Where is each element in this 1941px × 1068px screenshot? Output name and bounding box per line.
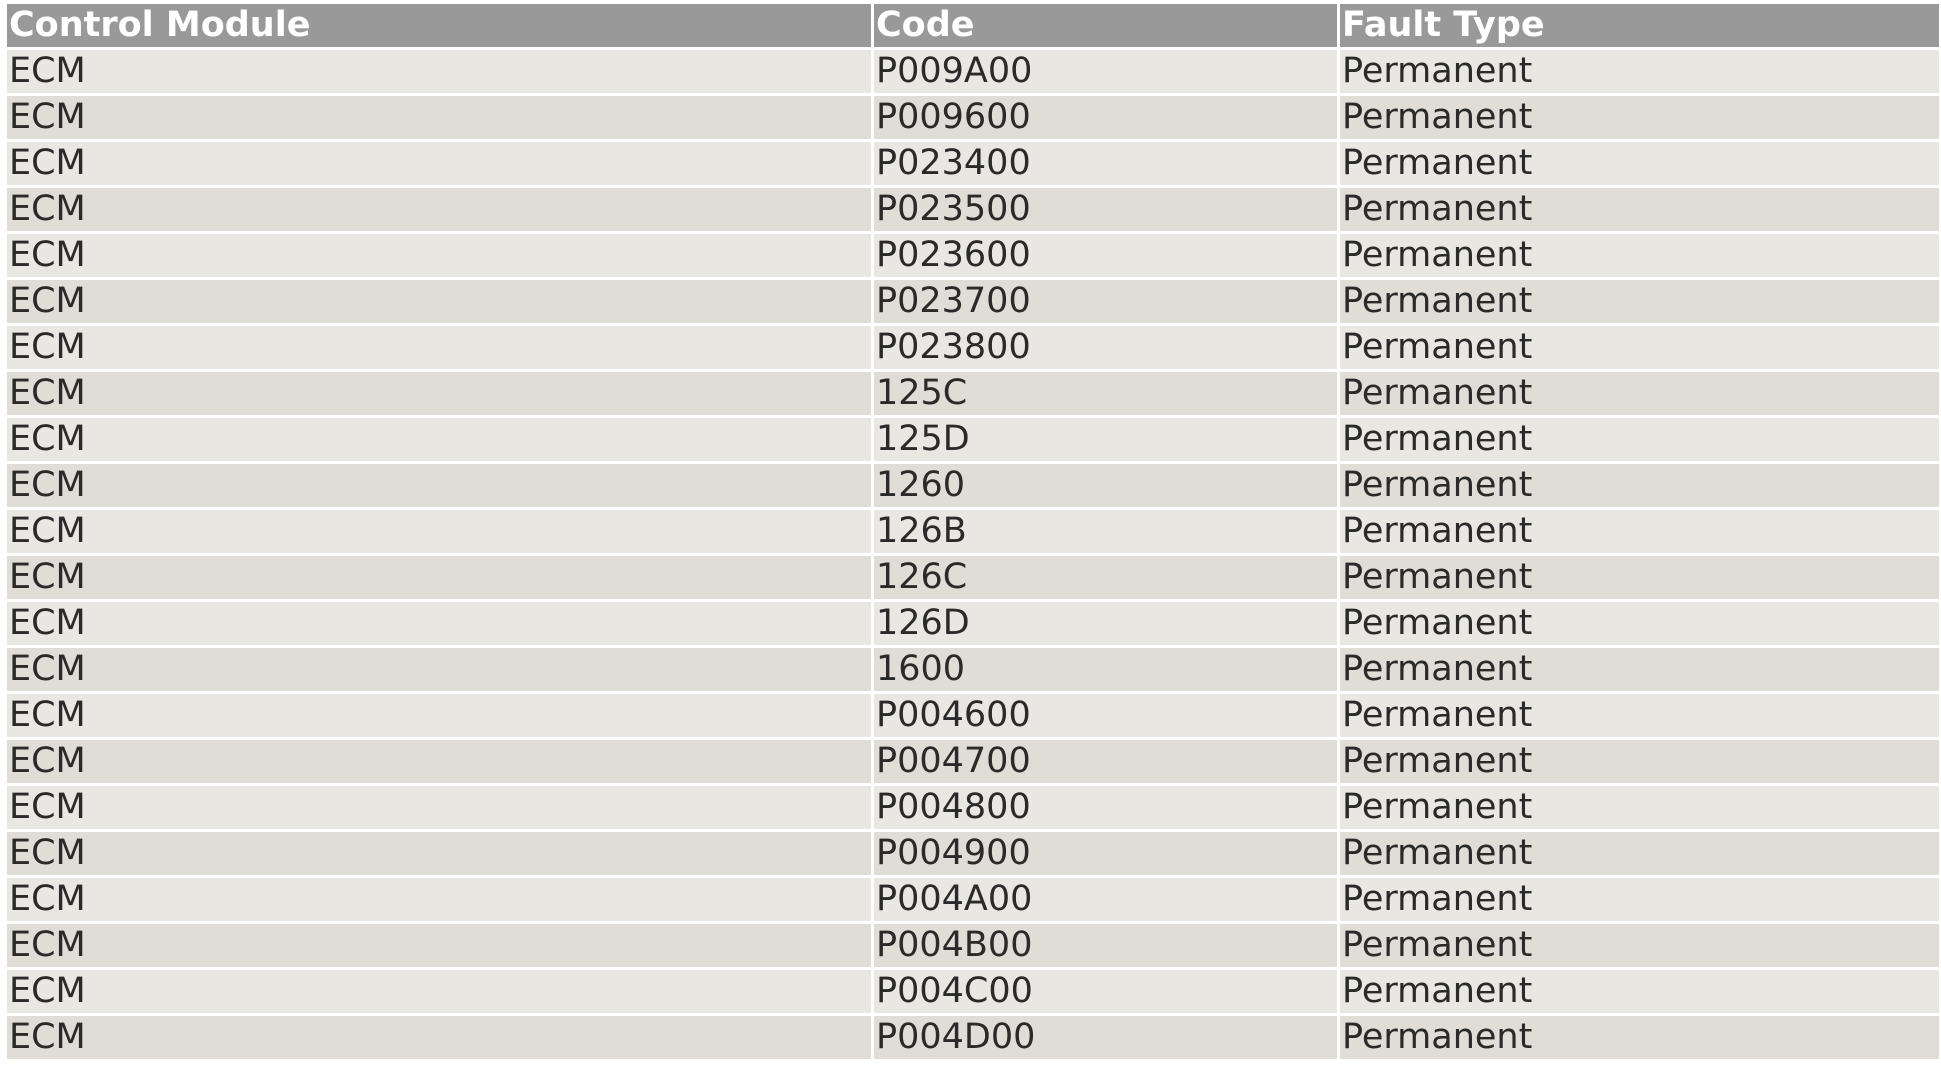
cell-code: P004800: [874, 786, 1337, 829]
cell-code: 126C: [874, 556, 1337, 599]
cell-fault-type: Permanent: [1340, 326, 1939, 369]
table-row: ECM P009A00 Permanent: [7, 50, 1939, 93]
cell-code: P004C00: [874, 970, 1337, 1013]
cell-fault-type: Permanent: [1340, 96, 1939, 139]
table-row: ECM P004600 Permanent: [7, 694, 1939, 737]
table-row: ECM P023600 Permanent: [7, 234, 1939, 277]
cell-code: P004D00: [874, 1016, 1337, 1059]
table-row: ECM P004C00 Permanent: [7, 970, 1939, 1013]
cell-control-module: ECM: [7, 280, 871, 323]
cell-control-module: ECM: [7, 832, 871, 875]
cell-code: P004600: [874, 694, 1337, 737]
cell-code: P023800: [874, 326, 1337, 369]
cell-control-module: ECM: [7, 234, 871, 277]
cell-fault-type: Permanent: [1340, 142, 1939, 185]
table-header-row: Control Module Code Fault Type: [7, 4, 1939, 47]
cell-control-module: ECM: [7, 970, 871, 1013]
cell-code: 1600: [874, 648, 1337, 691]
fault-code-table: Control Module Code Fault Type ECM P009A0…: [4, 1, 1941, 1062]
table-row: ECM 126B Permanent: [7, 510, 1939, 553]
cell-code: P004A00: [874, 878, 1337, 921]
cell-code: P023500: [874, 188, 1337, 231]
table-row: ECM 1600 Permanent: [7, 648, 1939, 691]
cell-control-module: ECM: [7, 418, 871, 461]
cell-fault-type: Permanent: [1340, 878, 1939, 921]
cell-control-module: ECM: [7, 740, 871, 783]
cell-fault-type: Permanent: [1340, 418, 1939, 461]
cell-code: P023600: [874, 234, 1337, 277]
cell-control-module: ECM: [7, 1016, 871, 1059]
table-row: ECM 125C Permanent: [7, 372, 1939, 415]
cell-code: P009A00: [874, 50, 1337, 93]
cell-control-module: ECM: [7, 50, 871, 93]
cell-code: 125C: [874, 372, 1337, 415]
cell-fault-type: Permanent: [1340, 602, 1939, 645]
cell-fault-type: Permanent: [1340, 832, 1939, 875]
table-row: ECM P023400 Permanent: [7, 142, 1939, 185]
cell-control-module: ECM: [7, 878, 871, 921]
cell-fault-type: Permanent: [1340, 556, 1939, 599]
cell-control-module: ECM: [7, 510, 871, 553]
table-row: ECM 126C Permanent: [7, 556, 1939, 599]
cell-fault-type: Permanent: [1340, 510, 1939, 553]
cell-control-module: ECM: [7, 924, 871, 967]
cell-code: P023700: [874, 280, 1337, 323]
cell-code: 1260: [874, 464, 1337, 507]
cell-code: P009600: [874, 96, 1337, 139]
table-row: ECM P023500 Permanent: [7, 188, 1939, 231]
cell-code: 126D: [874, 602, 1337, 645]
table-row: ECM P004D00 Permanent: [7, 1016, 1939, 1059]
header-fault-type: Fault Type: [1340, 4, 1939, 47]
cell-fault-type: Permanent: [1340, 786, 1939, 829]
table-row: ECM P004700 Permanent: [7, 740, 1939, 783]
cell-control-module: ECM: [7, 142, 871, 185]
header-code: Code: [874, 4, 1337, 47]
cell-code: P023400: [874, 142, 1337, 185]
cell-fault-type: Permanent: [1340, 188, 1939, 231]
cell-control-module: ECM: [7, 326, 871, 369]
cell-control-module: ECM: [7, 464, 871, 507]
cell-code: 126B: [874, 510, 1337, 553]
cell-code: P004900: [874, 832, 1337, 875]
cell-fault-type: Permanent: [1340, 1016, 1939, 1059]
table-row: ECM 1260 Permanent: [7, 464, 1939, 507]
table-row: ECM P004900 Permanent: [7, 832, 1939, 875]
cell-fault-type: Permanent: [1340, 648, 1939, 691]
cell-control-module: ECM: [7, 556, 871, 599]
cell-fault-type: Permanent: [1340, 924, 1939, 967]
cell-control-module: ECM: [7, 188, 871, 231]
cell-fault-type: Permanent: [1340, 740, 1939, 783]
cell-control-module: ECM: [7, 602, 871, 645]
table-row: ECM 125D Permanent: [7, 418, 1939, 461]
cell-fault-type: Permanent: [1340, 372, 1939, 415]
cell-fault-type: Permanent: [1340, 50, 1939, 93]
table-row: ECM P004800 Permanent: [7, 786, 1939, 829]
cell-control-module: ECM: [7, 96, 871, 139]
cell-fault-type: Permanent: [1340, 280, 1939, 323]
cell-code: 125D: [874, 418, 1337, 461]
table-row: ECM P023700 Permanent: [7, 280, 1939, 323]
cell-control-module: ECM: [7, 786, 871, 829]
table-row: ECM P023800 Permanent: [7, 326, 1939, 369]
cell-fault-type: Permanent: [1340, 234, 1939, 277]
cell-control-module: ECM: [7, 372, 871, 415]
table-row: ECM P004B00 Permanent: [7, 924, 1939, 967]
cell-code: P004700: [874, 740, 1337, 783]
cell-control-module: ECM: [7, 648, 871, 691]
cell-fault-type: Permanent: [1340, 694, 1939, 737]
cell-code: P004B00: [874, 924, 1337, 967]
table-row: ECM P004A00 Permanent: [7, 878, 1939, 921]
table-row: ECM 126D Permanent: [7, 602, 1939, 645]
cell-fault-type: Permanent: [1340, 464, 1939, 507]
cell-control-module: ECM: [7, 694, 871, 737]
header-control-module: Control Module: [7, 4, 871, 47]
cell-fault-type: Permanent: [1340, 970, 1939, 1013]
table-row: ECM P009600 Permanent: [7, 96, 1939, 139]
